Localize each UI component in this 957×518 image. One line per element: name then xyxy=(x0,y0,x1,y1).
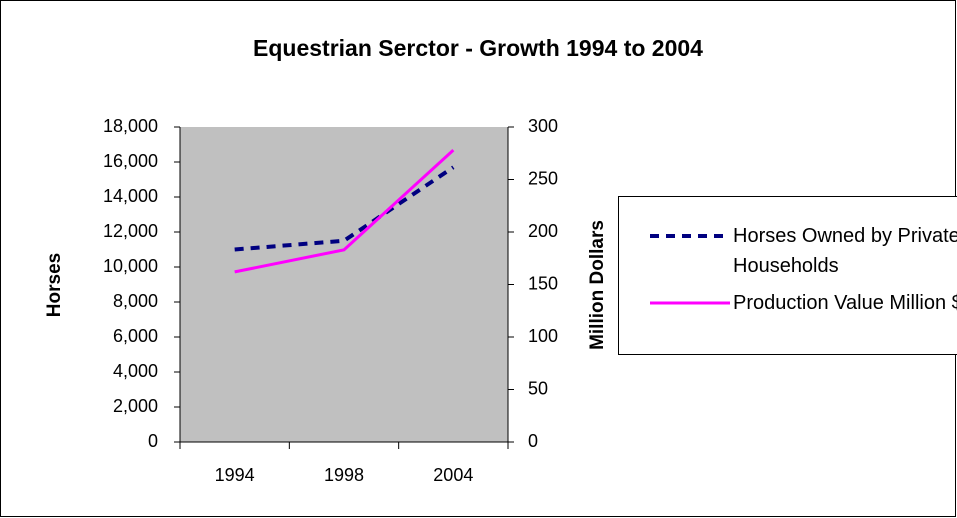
y-tick-label: 2,000 xyxy=(113,396,158,416)
y-tick-label: 0 xyxy=(148,431,158,451)
y2-tick-label: 50 xyxy=(528,378,548,398)
y-tick-label: 4,000 xyxy=(113,361,158,381)
y-tick-label: 10,000 xyxy=(103,256,158,276)
legend-label: Horses Owned by Private Households xyxy=(733,225,957,277)
legend-label: Production Value Million $ xyxy=(733,292,957,314)
y-tick-label: 12,000 xyxy=(103,221,158,241)
y-tick-label: 6,000 xyxy=(113,326,158,346)
y2-axis-title: Million Dollars xyxy=(587,220,608,350)
y-tick-label: 16,000 xyxy=(103,151,158,171)
y2-tick-label: 300 xyxy=(528,116,558,136)
y2-tick-label: 0 xyxy=(528,431,538,451)
x-tick-label: 1994 xyxy=(215,465,255,485)
y-tick-label: 14,000 xyxy=(103,186,158,206)
y2-tick-label: 200 xyxy=(528,221,558,241)
x-tick-label: 2004 xyxy=(433,465,473,485)
y2-tick-label: 150 xyxy=(528,273,558,293)
y-tick-label: 18,000 xyxy=(103,116,158,136)
series-line xyxy=(234,148,455,274)
chart-title: Equestrian Serctor - Growth 1994 to 2004 xyxy=(253,35,703,61)
series-line xyxy=(234,165,455,252)
x-tick-label: 1998 xyxy=(324,465,364,485)
y2-tick-label: 100 xyxy=(528,326,558,346)
y2-tick-label: 250 xyxy=(528,168,558,188)
legend-box xyxy=(618,196,957,355)
y-axis-title: Horses xyxy=(44,253,65,317)
y-tick-label: 8,000 xyxy=(113,291,158,311)
plot-area xyxy=(180,127,508,442)
